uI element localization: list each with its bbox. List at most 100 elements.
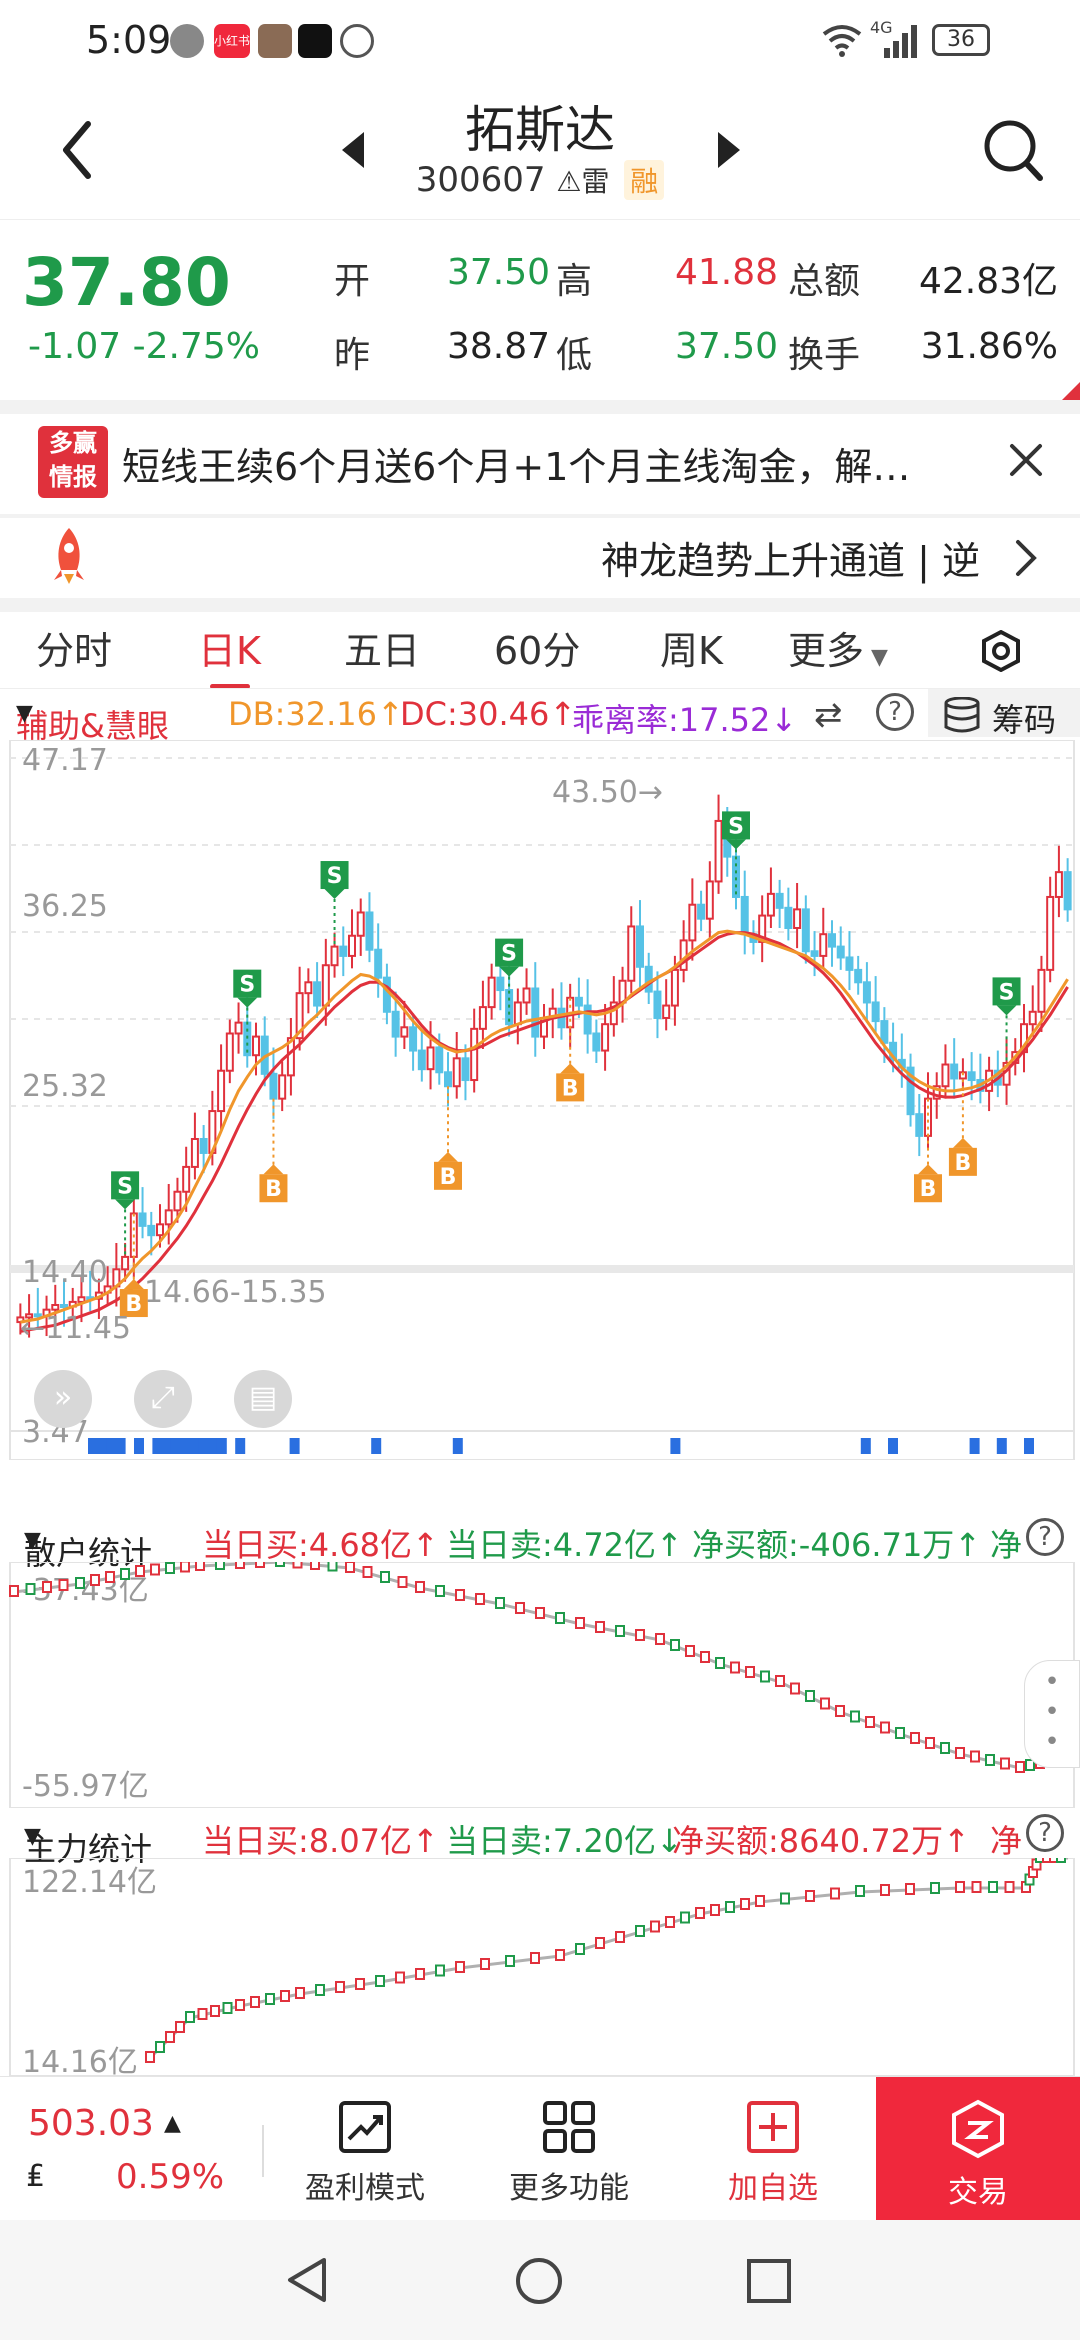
- candle-body: [365, 911, 374, 951]
- daily-flow-marker: [790, 1682, 800, 1695]
- candle-body: [426, 1046, 435, 1071]
- search-icon[interactable]: [982, 118, 1044, 182]
- candle-body: [636, 925, 644, 968]
- tab-intraday[interactable]: 分时: [36, 629, 113, 673]
- daily-flow-marker: [362, 1566, 373, 1578]
- sell-signal-label: S: [117, 1174, 133, 1199]
- candle-body: [583, 1004, 592, 1035]
- daily-flow-marker: [250, 1996, 260, 2008]
- daily-flow-marker: [635, 1629, 645, 1641]
- sell-signal-label: S: [501, 942, 517, 967]
- announcement-marker: [969, 1438, 980, 1454]
- tab-five-day[interactable]: 五日: [344, 629, 421, 673]
- candle-body: [382, 976, 391, 1013]
- next-stock-icon[interactable]: [716, 130, 742, 170]
- announcement-marker: [860, 1438, 871, 1454]
- daily-flow-marker: [805, 1890, 815, 1902]
- last-price: 37.80: [22, 244, 231, 321]
- sell-signal-pointer: [499, 966, 520, 977]
- candle-body: [1037, 968, 1046, 1013]
- strategy-banner[interactable]: 神龙趋势上升通道 | 逆: [0, 518, 1080, 598]
- help-icon[interactable]: ?: [1026, 1518, 1064, 1556]
- wechat-icon: [170, 24, 204, 58]
- expand-panel-button[interactable]: »: [34, 1370, 92, 1428]
- more-functions-button[interactable]: 更多功能: [484, 2099, 654, 2207]
- sell-signal-marker: [495, 938, 524, 967]
- up-triangle-icon: ▲: [164, 2111, 181, 2136]
- sell-signal-pointer: [324, 889, 345, 900]
- separator: [0, 598, 1080, 612]
- fullscreen-button[interactable]: ⤢: [134, 1370, 192, 1428]
- buy-signal-marker: [948, 1147, 977, 1176]
- daily-flow-marker: [475, 1593, 485, 1605]
- tab-60min[interactable]: 60分: [494, 629, 581, 673]
- switch-icon[interactable]: ⇄: [814, 695, 843, 735]
- chevron-right-icon[interactable]: [1014, 538, 1040, 578]
- daily-flow-marker: [955, 1881, 965, 1893]
- candle-body: [793, 908, 802, 929]
- candle-body: [1063, 871, 1072, 911]
- layout-button[interactable]: ▤: [234, 1370, 292, 1428]
- candle-body: [932, 1085, 941, 1100]
- daily-flow-marker: [680, 1911, 690, 1924]
- candle-body: [601, 1023, 610, 1052]
- candle-body: [217, 1069, 226, 1113]
- daily-flow-marker: [197, 2008, 208, 2020]
- tab-weekly-k[interactable]: 周K: [660, 629, 723, 673]
- daily-flow-marker: [730, 1661, 740, 1674]
- daily-flow-marker: [970, 1750, 980, 1763]
- settings-icon[interactable]: [980, 630, 1022, 672]
- prev-close-value: 38.87: [446, 326, 550, 367]
- profit-mode-button[interactable]: 盈利模式: [280, 2099, 450, 2207]
- nav-home-icon[interactable]: [514, 2256, 564, 2306]
- close-icon[interactable]: [1008, 442, 1044, 478]
- trade-button[interactable]: 交易: [876, 2077, 1080, 2221]
- daily-flow-marker: [75, 1577, 85, 1589]
- candle-body: [374, 948, 383, 979]
- index-value[interactable]: 503.03: [28, 2103, 154, 2144]
- announcement-marker: [115, 1438, 126, 1454]
- xiaohongshu-icon: 小红书: [214, 24, 250, 58]
- daily-flow-marker: [740, 1898, 750, 1910]
- help-icon[interactable]: ?: [1026, 1814, 1064, 1852]
- separator: [0, 514, 1080, 518]
- daily-flow-marker: [327, 1562, 338, 1572]
- retail-net: 净买额:-406.71万↑: [692, 1526, 982, 1564]
- back-icon[interactable]: [58, 120, 98, 180]
- banner-text[interactable]: 神龙趋势上升通道 | 逆: [601, 539, 980, 583]
- tab-more[interactable]: 更多 ▼: [788, 620, 888, 675]
- wifi-icon: [822, 25, 862, 57]
- nav-back-icon[interactable]: [284, 2256, 330, 2304]
- y-tick-label: 47.17: [22, 743, 108, 778]
- nav-recents-icon[interactable]: [746, 2258, 792, 2304]
- network-type: 4G: [870, 18, 893, 37]
- promo-logo-line1: 多赢: [49, 429, 97, 457]
- promo-logo-line2: 情报: [49, 463, 97, 491]
- margin-tag[interactable]: 融: [624, 160, 665, 200]
- quote-panel: 37.80 -1.07 -2.75% 开 37.50 高 41.88 总额 42…: [0, 222, 1080, 400]
- index-percent: 0.59%: [116, 2157, 225, 2197]
- candle-body: [775, 892, 784, 909]
- hand-icon: [340, 24, 374, 58]
- expand-corner-icon[interactable]: [1062, 382, 1080, 400]
- side-more-button[interactable]: • • •: [1024, 1660, 1080, 1768]
- prev-stock-icon[interactable]: [340, 130, 366, 170]
- buy-signal-pointer: [918, 1164, 938, 1175]
- risk-tag[interactable]: ⚠雷: [556, 165, 610, 198]
- promo-bar[interactable]: 多赢 情报 短线王续6个月送6个月+1个月主线淘金，解…: [0, 414, 1080, 514]
- candle-body: [252, 1035, 260, 1057]
- buy-signal-label: B: [265, 1177, 282, 1202]
- tab-daily-k[interactable]: 日K: [198, 629, 261, 673]
- help-icon[interactable]: ?: [876, 693, 914, 731]
- buy-signal-marker: [914, 1174, 942, 1203]
- chart-divider: [10, 1265, 1074, 1273]
- add-watchlist-button[interactable]: 加自选: [688, 2099, 858, 2207]
- daily-flow-marker: [595, 1937, 605, 1949]
- daily-flow-marker: [145, 2051, 155, 2063]
- stock-header: 拓斯达 300607 ⚠雷 融: [0, 80, 1080, 220]
- retail-panel-header: 散户统计 ▼ 当日买:4.68亿↑ 当日卖:4.72亿↑ 净买额:-406.71…: [0, 1512, 1080, 1572]
- stock-name: 拓斯达: [465, 101, 615, 159]
- promo-text[interactable]: 短线王续6个月送6个月+1个月主线淘金，解…: [122, 445, 911, 489]
- daily-flow-marker: [455, 1961, 465, 1973]
